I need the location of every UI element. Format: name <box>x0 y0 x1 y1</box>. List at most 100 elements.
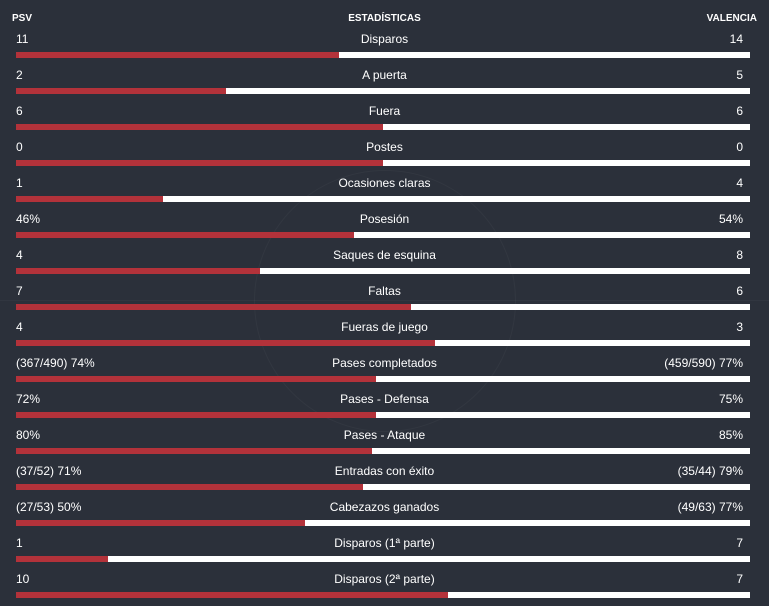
stat-comparison-bar <box>16 448 750 454</box>
home-stat-value: 1 <box>16 536 23 550</box>
away-stat-value: 6 <box>736 104 743 118</box>
stat-comparison-bar <box>16 484 750 490</box>
stat-comparison-bar <box>16 340 750 346</box>
stat-label: Faltas <box>368 284 401 298</box>
stat-label: Disparos <box>360 32 409 46</box>
stat-row: 4 Saques de esquina 8 <box>0 246 769 282</box>
away-team-name: VALENCIA <box>706 13 757 24</box>
away-stat-value: 4 <box>736 176 743 190</box>
home-stat-value: (367/490) 74% <box>16 356 95 370</box>
stat-comparison-bar <box>16 304 750 310</box>
away-stat-value: 14 <box>729 32 743 46</box>
stat-row: 2 A puerta 5 <box>0 66 769 102</box>
away-stat-value: 75% <box>718 392 743 406</box>
home-stat-value: 2 <box>16 68 23 82</box>
stat-row: 80% Pases - Ataque 85% <box>0 426 769 462</box>
stat-comparison-bar <box>16 124 750 130</box>
home-stat-value: 46% <box>16 212 41 226</box>
stat-label: Cabezazos ganados <box>329 500 440 514</box>
home-stat-value: 4 <box>16 320 23 334</box>
away-stat-value: (49/63) 77% <box>677 500 743 514</box>
stat-label: Entradas con éxito <box>334 464 435 478</box>
stat-label: Fueras de juego <box>341 320 428 334</box>
away-stat-value: 54% <box>718 212 743 226</box>
away-stat-value: 0 <box>736 140 743 154</box>
stat-row: (367/490) 74% Pases completados (459/590) … <box>0 354 769 390</box>
stat-label: Pases - Ataque <box>343 428 426 442</box>
stat-label: Fuera <box>368 104 401 118</box>
stat-row: 6 Fuera 6 <box>0 102 769 138</box>
stat-comparison-bar <box>16 88 750 94</box>
stat-label: Pases completados <box>332 356 437 370</box>
stat-comparison-bar <box>16 520 750 526</box>
home-stat-value: 4 <box>16 248 23 262</box>
stat-comparison-bar <box>16 412 750 418</box>
stat-comparison-bar <box>16 196 750 202</box>
stat-row: 7 Faltas 6 <box>0 282 769 318</box>
stats-header: PSV ESTADÍSTICAS VALENCIA <box>0 0 769 30</box>
stat-row: 11 Disparos 14 <box>0 30 769 66</box>
home-share-fill <box>16 160 383 166</box>
away-stat-value: 7 <box>736 572 743 586</box>
home-stat-value: (27/53) 50% <box>16 500 82 514</box>
stat-row: 1 Ocasiones claras 4 <box>0 174 769 210</box>
home-stat-value: (37/52) 71% <box>16 464 82 478</box>
stats-list: 11 Disparos 14 2 A puerta 5 6 Fuera 6 0 Postes 0 1 Oc… <box>0 30 769 606</box>
away-stat-value: 85% <box>718 428 743 442</box>
home-share-fill <box>16 448 372 454</box>
stat-label: Ocasiones claras <box>338 176 431 190</box>
home-stat-value: 72% <box>16 392 41 406</box>
stat-comparison-bar <box>16 556 750 562</box>
home-stat-value: 1 <box>16 176 23 190</box>
stat-comparison-bar <box>16 160 750 166</box>
home-stat-value: 10 <box>16 572 30 586</box>
away-stat-value: 3 <box>736 320 743 334</box>
home-share-fill <box>16 196 163 202</box>
home-share-fill <box>16 412 376 418</box>
stat-label: Disparos (2ª parte) <box>334 572 435 586</box>
stat-comparison-bar <box>16 52 750 58</box>
stat-label: Saques de esquina <box>333 248 436 262</box>
home-share-fill <box>16 268 261 274</box>
home-share-fill <box>16 124 383 130</box>
away-stat-value: 8 <box>736 248 743 262</box>
stat-label: Postes <box>366 140 403 154</box>
stat-row: (27/53) 50% Cabezazos ganados (49/63) 77% <box>0 498 769 534</box>
home-stat-value: 6 <box>16 104 23 118</box>
away-stat-value: 7 <box>736 536 743 550</box>
home-share-fill <box>16 556 108 562</box>
stat-row: 1 Disparos (1ª parte) 7 <box>0 534 769 570</box>
home-share-fill <box>16 88 226 94</box>
stat-label: Pases - Defensa <box>340 392 429 406</box>
away-stat-value: 5 <box>736 68 743 82</box>
stat-row: 72% Pases - Defensa 75% <box>0 390 769 426</box>
home-stat-value: 11 <box>16 32 29 46</box>
stats-title: ESTADÍSTICAS <box>348 13 421 24</box>
away-stat-value: (459/590) 77% <box>664 356 743 370</box>
home-share-fill <box>16 592 448 598</box>
home-stat-value: 80% <box>16 428 41 442</box>
home-share-fill <box>16 484 364 490</box>
stat-label: A puerta <box>362 68 407 82</box>
away-stat-value: 6 <box>736 284 743 298</box>
home-share-fill <box>16 52 339 58</box>
stat-comparison-bar <box>16 376 750 382</box>
home-share-fill <box>16 376 376 382</box>
stat-row: 0 Postes 0 <box>0 138 769 174</box>
stat-row: 10 Disparos (2ª parte) 7 <box>0 570 769 606</box>
home-share-fill <box>16 232 354 238</box>
stat-row: (37/52) 71% Entradas con éxito (35/44) 79% <box>0 462 769 498</box>
stat-label: Disparos (1ª parte) <box>334 536 435 550</box>
stat-comparison-bar <box>16 592 750 598</box>
home-stat-value: 7 <box>16 284 23 298</box>
stat-row: 4 Fueras de juego 3 <box>0 318 769 354</box>
stat-row: 46% Posesión 54% <box>0 210 769 246</box>
stat-comparison-bar <box>16 232 750 238</box>
home-share-fill <box>16 304 411 310</box>
away-stat-value: (35/44) 79% <box>677 464 743 478</box>
home-team-name: PSV <box>12 13 33 24</box>
stat-label: Posesión <box>359 212 410 226</box>
home-share-fill <box>16 520 306 526</box>
home-stat-value: 0 <box>16 140 23 154</box>
home-share-fill <box>16 340 436 346</box>
